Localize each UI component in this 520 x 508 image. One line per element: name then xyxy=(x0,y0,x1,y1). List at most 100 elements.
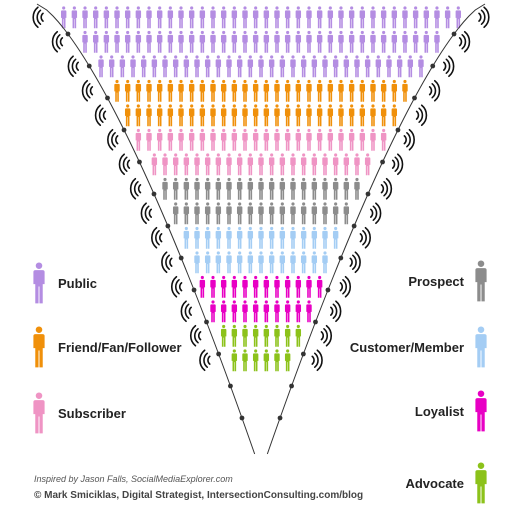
legend-item-loyalist: Loyalist xyxy=(415,390,488,432)
person-icon xyxy=(210,275,216,298)
person-icon xyxy=(220,79,227,102)
person-icon xyxy=(236,251,243,274)
person-icon xyxy=(434,30,440,53)
person-icon xyxy=(220,128,227,151)
person-icon xyxy=(338,128,344,151)
person-icon xyxy=(252,30,259,53)
signal-arc-group xyxy=(180,300,192,323)
person-icon xyxy=(194,202,200,225)
person-icon xyxy=(135,6,142,29)
person-icon xyxy=(231,79,238,102)
legend-item-public: Public xyxy=(32,262,97,304)
funnel-row-customer xyxy=(183,226,339,249)
funnel-edge-dot xyxy=(277,415,283,421)
person-icon xyxy=(183,177,190,200)
person-icon xyxy=(236,177,243,200)
legend-item-fan: Friend/Fan/Follower xyxy=(32,326,182,368)
person-icon xyxy=(82,30,88,53)
signal-arc-group xyxy=(403,128,415,151)
signal-arc-group xyxy=(161,251,173,274)
person-icon xyxy=(343,153,350,176)
person-icon xyxy=(258,202,264,225)
person-icon xyxy=(172,177,179,200)
signal-arc-group xyxy=(369,202,382,225)
person-icon xyxy=(263,104,270,127)
person-icon xyxy=(434,6,440,29)
person-icon xyxy=(279,202,286,225)
person-icon xyxy=(380,79,387,102)
funnel-edge-dot xyxy=(204,319,209,325)
person-icon xyxy=(156,30,163,53)
person-icon xyxy=(284,128,291,151)
person-icon xyxy=(183,55,190,78)
person-icon xyxy=(258,251,264,274)
person-icon xyxy=(247,251,254,274)
person-icon xyxy=(268,202,275,225)
person-icon xyxy=(274,128,280,151)
funnel-edge-dot xyxy=(239,415,245,421)
person-icon xyxy=(258,55,264,78)
person-icon xyxy=(188,104,195,127)
person-icon xyxy=(236,226,243,249)
person-icon xyxy=(475,390,487,432)
person-icon xyxy=(343,177,350,200)
person-icon xyxy=(60,6,67,29)
person-icon xyxy=(215,153,222,176)
person-icon xyxy=(92,30,99,53)
person-icon xyxy=(348,79,355,102)
person-icon xyxy=(183,153,190,176)
person-icon xyxy=(290,153,296,176)
person-icon xyxy=(348,30,355,53)
person-icon xyxy=(263,128,270,151)
signal-arc-group xyxy=(129,177,142,200)
person-icon xyxy=(311,55,318,78)
person-icon xyxy=(82,6,88,29)
funnel-edge-dot xyxy=(313,319,318,325)
person-icon xyxy=(295,79,302,102)
person-icon xyxy=(199,79,206,102)
person-icon xyxy=(396,55,403,78)
person-icon xyxy=(423,6,430,29)
credit-inspired: Inspired by Jason Falls, SocialMediaExpl… xyxy=(34,474,233,484)
funnel-row-advocate xyxy=(220,324,302,347)
person-icon xyxy=(348,6,355,29)
person-icon xyxy=(370,6,376,29)
person-icon xyxy=(364,153,371,176)
person-icon xyxy=(295,30,302,53)
person-icon xyxy=(475,326,487,368)
person-icon xyxy=(252,104,259,127)
person-icon xyxy=(220,104,227,127)
legend-label-loyalist: Loyalist xyxy=(414,403,464,419)
person-icon xyxy=(332,226,339,249)
person-icon xyxy=(33,262,45,304)
person-icon xyxy=(444,6,451,29)
signal-arc-group xyxy=(349,251,361,274)
person-icon xyxy=(135,30,142,53)
person-icon xyxy=(402,30,408,53)
person-icon xyxy=(167,30,174,53)
funnel-edge-dot xyxy=(325,287,331,293)
person-icon xyxy=(290,251,296,274)
person-icon xyxy=(300,251,307,274)
legend-label-public: Public xyxy=(58,275,98,291)
funnel-edge-dot xyxy=(191,287,197,293)
person-icon xyxy=(327,128,334,151)
signal-arc-group xyxy=(339,275,352,298)
person-icon xyxy=(151,55,158,78)
person-icon xyxy=(204,55,211,78)
person-icon xyxy=(215,226,222,249)
signal-arc-group xyxy=(189,324,202,347)
person-icon xyxy=(263,300,270,323)
person-icon xyxy=(167,79,174,102)
person-icon xyxy=(146,6,152,29)
person-icon xyxy=(354,153,360,176)
person-icon xyxy=(316,79,323,102)
person-icon xyxy=(71,6,78,29)
person-icon xyxy=(98,55,104,78)
person-icon xyxy=(354,177,360,200)
funnel-edge-dot xyxy=(86,63,92,69)
person-icon xyxy=(284,300,291,323)
signal-arc-group xyxy=(199,349,211,372)
person-icon xyxy=(156,79,163,102)
